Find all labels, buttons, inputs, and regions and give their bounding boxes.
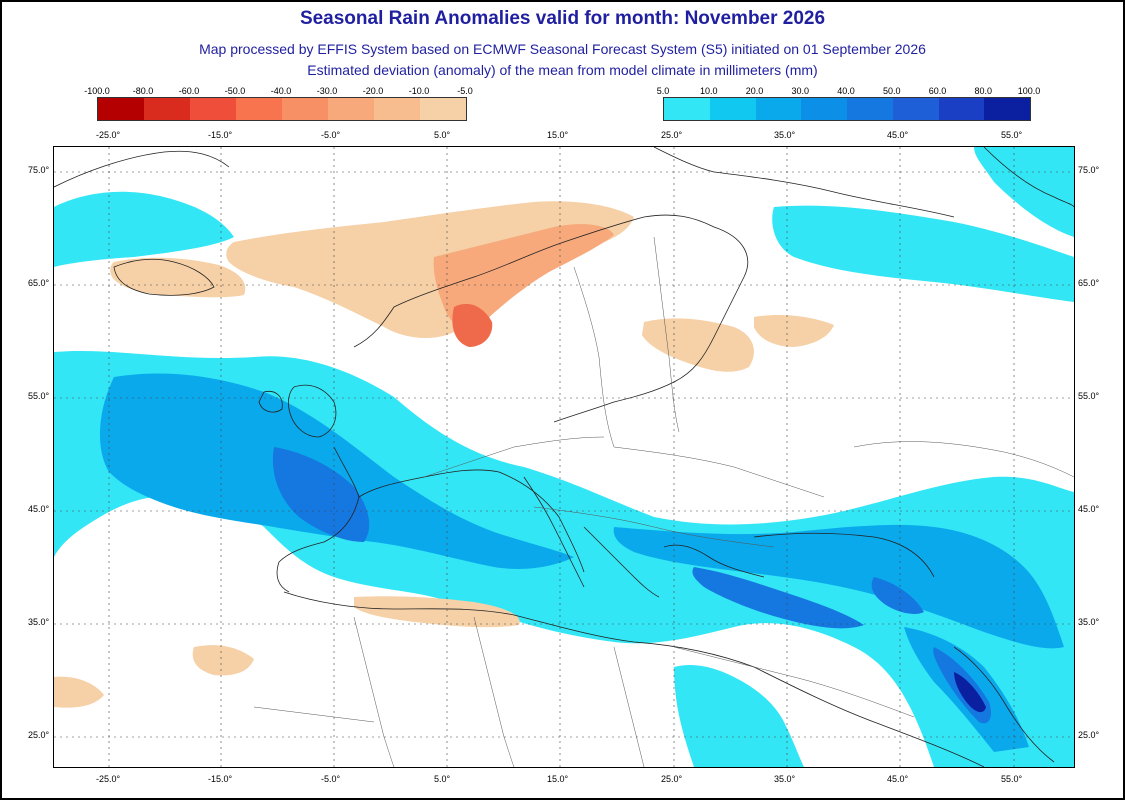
latitude-label: 75.0° bbox=[28, 165, 50, 175]
longitude-label: 35.0° bbox=[774, 130, 796, 140]
longitude-label: -5.0° bbox=[321, 130, 341, 140]
longitude-label: -25.0° bbox=[96, 774, 121, 784]
legend_negative-label: -5.0 bbox=[457, 86, 473, 96]
map-svg bbox=[54, 147, 1074, 767]
latitude-label: 25.0° bbox=[1078, 730, 1100, 740]
latitude-label: 55.0° bbox=[28, 391, 50, 401]
legend_negative-label: -30.0 bbox=[316, 86, 338, 96]
legend_positive-swatch bbox=[847, 98, 893, 120]
coastlines bbox=[54, 147, 1074, 767]
longitude-label: 25.0° bbox=[661, 130, 683, 140]
longitude-label: 45.0° bbox=[887, 774, 909, 784]
legend_positive-label: 50.0 bbox=[882, 86, 901, 96]
longitude-label: 55.0° bbox=[1001, 130, 1023, 140]
legend_positive-swatch bbox=[938, 98, 985, 120]
legend_negative-swatch bbox=[236, 98, 282, 120]
longitude-label: 45.0° bbox=[887, 130, 909, 140]
longitude-label: -15.0° bbox=[208, 774, 233, 784]
legend_negative-swatch bbox=[190, 98, 236, 120]
latitude-label: 65.0° bbox=[1078, 278, 1100, 288]
legend_positive-label: 5.0 bbox=[656, 86, 670, 96]
map-subtitle-units: Estimated deviation (anomaly) of the mea… bbox=[307, 62, 818, 78]
legend_positive-swatch bbox=[984, 98, 1030, 120]
legend_negative-label: -20.0 bbox=[362, 86, 384, 96]
legend_negative-swatch bbox=[98, 98, 144, 120]
legend_positive-label: 100.0 bbox=[1017, 86, 1041, 96]
latitude-label: 65.0° bbox=[28, 278, 50, 288]
country-borders bbox=[253, 236, 1074, 767]
legend_negative-swatch bbox=[328, 98, 374, 120]
longitude-label: 5.0° bbox=[434, 774, 451, 784]
wet-anomaly-max bbox=[954, 672, 986, 713]
map-subtitle-source: Map processed by EFFIS System based on E… bbox=[199, 41, 926, 57]
legend_positive-swatch bbox=[892, 98, 939, 120]
latitude-label: 35.0° bbox=[28, 617, 50, 627]
legend_positive-label: 30.0 bbox=[791, 86, 810, 96]
longitude-label: 35.0° bbox=[774, 774, 796, 784]
latitude-label: 45.0° bbox=[28, 504, 50, 514]
legend_negative-label: -50.0 bbox=[224, 86, 246, 96]
legend_positive-label: 10.0 bbox=[699, 86, 718, 96]
legend_negative-swatch bbox=[282, 98, 328, 120]
longitude-label: 55.0° bbox=[1001, 774, 1023, 784]
legend_negative-label: -60.0 bbox=[178, 86, 200, 96]
latitude-label: 45.0° bbox=[1078, 504, 1100, 514]
legend_positive-swatch bbox=[664, 98, 710, 120]
latitude-label: 25.0° bbox=[28, 730, 50, 740]
latitude-label: 75.0° bbox=[1078, 165, 1100, 175]
legend_negative-label: -40.0 bbox=[270, 86, 292, 96]
longitude-label: 15.0° bbox=[547, 130, 569, 140]
legend-negative-colorbar bbox=[97, 97, 467, 121]
legend_positive-label: 40.0 bbox=[837, 86, 855, 96]
latitude-label: 55.0° bbox=[1078, 391, 1100, 401]
latitude-label: 35.0° bbox=[1078, 617, 1100, 627]
longitude-label: 15.0° bbox=[547, 774, 569, 784]
legend_positive-swatch bbox=[709, 98, 756, 120]
dry-anomaly-strong bbox=[452, 303, 493, 347]
legend_positive-label: 80.0 bbox=[974, 86, 993, 96]
longitude-label: -15.0° bbox=[208, 130, 233, 140]
legend_negative-swatch bbox=[420, 98, 466, 120]
legend_positive-swatch bbox=[755, 98, 802, 120]
dry-anomaly-mid bbox=[433, 224, 614, 329]
legend_negative-swatch bbox=[144, 98, 190, 120]
legend_positive-label: 60.0 bbox=[928, 86, 947, 96]
anomaly-map bbox=[53, 146, 1075, 768]
legend-positive-colorbar bbox=[663, 97, 1031, 121]
longitude-label: -5.0° bbox=[321, 774, 341, 784]
longitude-label: 5.0° bbox=[434, 130, 451, 140]
legend_negative-label: -100.0 bbox=[84, 86, 110, 96]
legend_negative-swatch bbox=[374, 98, 420, 120]
longitude-label: -25.0° bbox=[96, 130, 121, 140]
legend_negative-label: -10.0 bbox=[408, 86, 430, 96]
legend_negative-label: -80.0 bbox=[132, 86, 154, 96]
graticule bbox=[54, 147, 1074, 767]
map-title: Seasonal Rain Anomalies valid for month:… bbox=[299, 8, 826, 29]
longitude-label: 25.0° bbox=[661, 774, 683, 784]
legend_positive-swatch bbox=[801, 98, 847, 120]
legend_positive-label: 20.0 bbox=[745, 86, 764, 96]
